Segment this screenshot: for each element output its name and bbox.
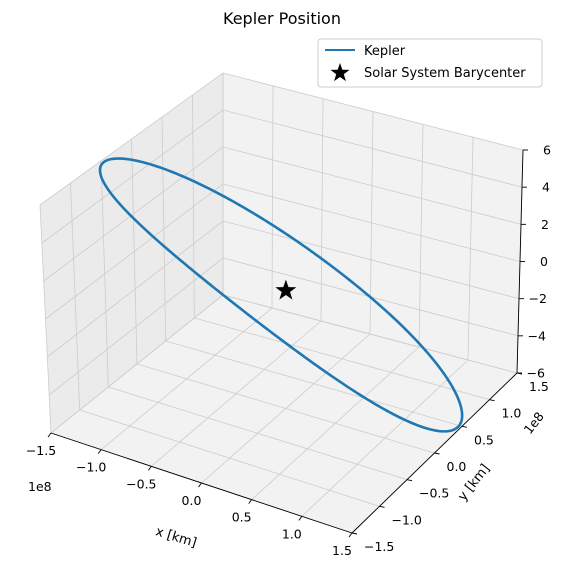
y-tick-mark xyxy=(489,399,495,402)
x-tick-mark xyxy=(147,466,152,471)
z-tick-label: −2 xyxy=(529,291,547,306)
x-tick-mark xyxy=(348,532,353,538)
tick-marks: −1.5 −1.0 −0.5 0.0 0.5 1.0 1.5 −1.5 −1.0 −0.5 0.0 0… xyxy=(26,143,551,559)
grid-line-z xyxy=(47,220,520,358)
x-tick-mark xyxy=(198,482,202,488)
x-tick-label: −1.5 xyxy=(26,443,56,458)
y-tick-label: −1.5 xyxy=(364,539,394,554)
legend-label-kepler: Kepler xyxy=(364,44,406,59)
legend-star-icon xyxy=(330,63,350,82)
barycenter-star-marker xyxy=(275,279,297,300)
x-axis-label: x [km] xyxy=(154,524,199,551)
y-tick-mark xyxy=(379,505,385,508)
x-tick-label: 0.5 xyxy=(232,510,252,525)
z-tick-label: 2 xyxy=(541,217,549,232)
x-tick-mark xyxy=(97,449,102,454)
y-tick-label: 0.5 xyxy=(474,432,494,447)
z-tick-label: −6 xyxy=(527,366,545,381)
x-tick-label: 1.5 xyxy=(332,543,352,558)
y-offset-label: 1e8 xyxy=(521,409,547,437)
y-tick-label: −1.0 xyxy=(392,512,422,527)
x-tick-mark xyxy=(298,516,303,521)
y-tick-label: −0.5 xyxy=(419,486,449,501)
y-tick-mark xyxy=(434,452,440,455)
pane-floor xyxy=(51,295,517,533)
x-tick-label: −0.5 xyxy=(126,476,156,491)
x-tick-label: 1.0 xyxy=(282,526,302,541)
y-tick-label: 1.5 xyxy=(529,379,549,394)
z-tick-label: 0 xyxy=(540,254,548,269)
kepler-orbit-line xyxy=(98,157,464,433)
grid-line-z xyxy=(39,72,524,206)
y-tick-mark xyxy=(461,425,468,428)
x-offset-label: 1e8 xyxy=(28,479,52,494)
z-tick-label: −4 xyxy=(528,328,546,343)
x-tick-mark xyxy=(248,499,253,504)
z-tick-label: 4 xyxy=(542,180,550,195)
plot-series xyxy=(98,157,464,433)
legend: Kepler Solar System Barycenter xyxy=(317,38,543,88)
grid-line-z xyxy=(43,146,522,282)
y-tick-mark xyxy=(351,532,358,535)
legend-label-barycenter: Solar System Barycenter xyxy=(364,66,526,81)
x-tick-label: −1.0 xyxy=(76,460,106,475)
y-tick-label: 1.0 xyxy=(502,406,522,421)
z-tick-label: 6 xyxy=(543,143,551,158)
legend-frame xyxy=(317,38,543,88)
grid-line-z xyxy=(41,109,523,244)
y-tick-label: 0.0 xyxy=(447,459,467,474)
pane-left xyxy=(40,73,223,433)
x-tick-mark xyxy=(47,432,52,438)
grid-line-z xyxy=(45,183,521,320)
x-tick-label: 0.0 xyxy=(182,493,202,508)
y-tick-mark xyxy=(406,479,413,482)
chart-title: Kepler Position xyxy=(223,9,341,28)
grid-line-z xyxy=(48,257,519,396)
